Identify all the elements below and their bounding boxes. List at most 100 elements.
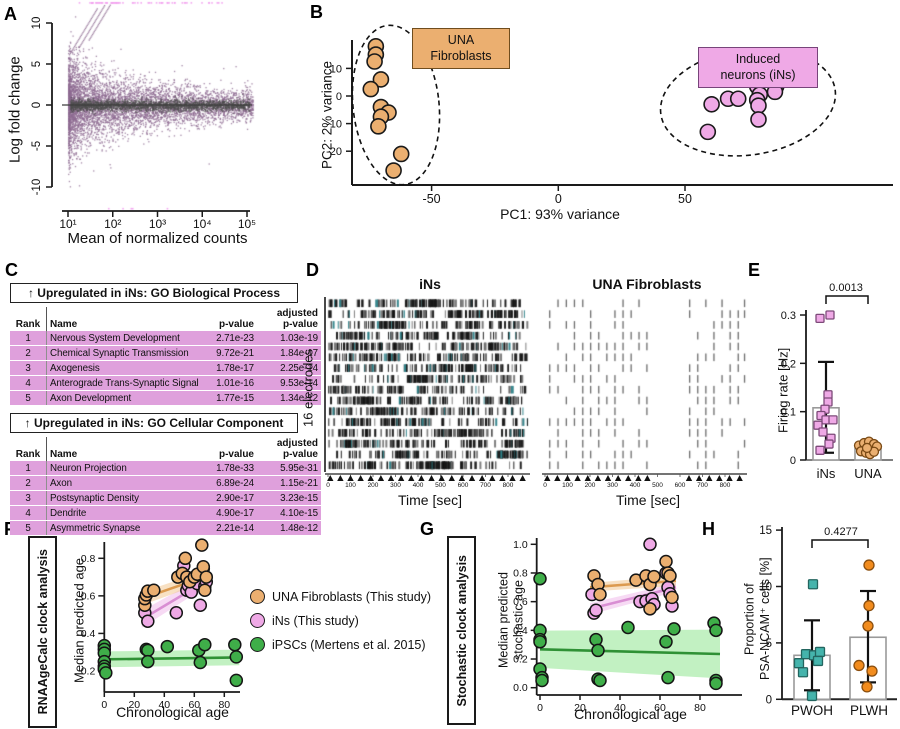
una-label-line2: Fibroblasts [430,49,492,64]
svg-text:10²: 10² [104,217,121,231]
go-table-row: 4 Dendrite 4.90e-17 4.10e-15 [10,505,321,521]
svg-text:0.6: 0.6 [81,590,96,602]
go-cell: 1.15e-21 [257,475,321,491]
svg-text:0: 0 [336,91,342,103]
svg-text:0: 0 [790,455,796,467]
go-cell: 3 [10,490,47,506]
pca-x-axis-label: PC1: 93% variance [500,206,620,222]
ins-label-line2: neurons (iNs) [720,68,796,83]
svg-text:0.4: 0.4 [81,628,96,640]
rnaagecalc-box-label: RNAAgeCalc clock analysis [28,536,57,728]
psa-ncam-group-plwh-label: PLWH [849,703,888,718]
go-cell: 1.01e-16 [199,375,257,391]
panel-g-letter: G [420,519,435,539]
svg-text:80: 80 [694,702,706,714]
go-cell: 1.34e-12 [257,390,321,406]
svg-text:400: 400 [413,482,424,489]
panel-b-letter: B [310,2,323,22]
go-col-header: Rank [10,437,47,461]
go-table-row: 2 Axon 6.89e-24 1.15e-21 [10,475,321,491]
svg-text:60: 60 [654,702,666,714]
go-cell: 1.78e-33 [199,461,257,476]
una-label-line1: UNA [447,33,475,47]
go-col-header: adjusted p-value [276,308,318,330]
go-cell: 1.78e-17 [199,360,257,376]
clock-legend: UNA Fibroblasts (This study) iNs (This s… [250,589,431,661]
go-cell: 1.48e-12 [257,520,321,536]
psa-ncam-group-pwoh-label: PWOH [791,703,833,718]
stochastic-y-axis-label-line1: Median predicted [496,572,511,669]
firing-rate-y-axis-label: Firing rate [Hz] [775,347,791,433]
svg-text:0.2: 0.2 [781,358,796,370]
panel-e-letter: E [748,260,761,280]
go-cell: 4 [10,375,47,391]
go-cell: 5 [10,520,47,536]
go-cell: Asymmetric Synapse [46,520,199,536]
legend-item-ins: iNs (This study) [250,613,431,628]
firing-rate-p-value: 0.0013 [829,282,863,294]
svg-text:50: 50 [678,192,692,206]
svg-text:15: 15 [759,525,772,537]
go-cc-table-head: Rank Name p-value adjusted p-value [10,437,321,461]
svg-text:0.0: 0.0 [513,682,528,694]
raster-y-axis-label: 16 electrodes [300,348,316,427]
psa-ncam-p-value: 0.4277 [824,526,858,538]
pca-y-axis-label: PC2: 2% variance [319,60,335,170]
firing-rate-group-una-label: UNA [854,466,882,481]
go-cell: 1.03e-19 [257,331,321,346]
svg-text:0.8: 0.8 [513,567,528,579]
go-cell: 2.25e-14 [257,360,321,376]
svg-text:200: 200 [585,482,596,489]
go-table-row: 5 Axon Development 1.77e-15 1.34e-12 [10,390,321,406]
go-cell: 2 [10,475,47,491]
go-cc-table: Rank Name p-value adjusted p-value 1 Neuron … [10,437,321,536]
svg-text:400: 400 [630,482,641,489]
svg-text:0.4: 0.4 [513,625,528,637]
ma-x-axis-label: Mean of normalized counts [67,230,248,247]
svg-text:10⁵: 10⁵ [238,217,256,231]
go-table-row: 5 Asymmetric Synapse 2.21e-14 1.48e-12 [10,520,321,536]
psa-ncam-y-axis-label-line1: Proportion of [742,583,757,655]
svg-text:80: 80 [218,699,230,711]
svg-text:100: 100 [345,482,356,489]
go-cell: Dendrite [46,505,199,521]
ins-label-line1: Induced [735,52,781,66]
svg-text:0.3: 0.3 [781,310,796,322]
go-cell: Axogenesis [46,360,199,376]
go-cell: 2.21e-14 [199,520,257,536]
svg-text:600: 600 [458,482,469,489]
svg-text:60: 60 [188,699,200,711]
svg-text:10: 10 [330,63,342,75]
ma-y-axis-label: Log fold change [6,56,24,164]
go-cell: 2.90e-17 [199,490,257,506]
go-col-header: Rank [10,307,47,331]
svg-text:20: 20 [574,702,586,714]
raster-ins-x-axis-label: Time [sec] [397,492,463,508]
rnaagecalc-y-axis-label: Median predicted age [71,557,87,683]
go-table-row: 1 Neuron Projection 1.78e-33 5.95e-31 [10,461,321,476]
stochastic-x-axis-label: Chronological age [574,706,687,722]
panel-c-letter: C [5,260,18,280]
go-bp-table-head: Rank Name p-value adjusted p-value [10,307,321,331]
go-cell: 2.71e-23 [199,331,257,346]
una-fibroblasts-cluster-label: UNA Fibroblasts [412,28,510,69]
svg-text:40: 40 [614,702,626,714]
go-cell: 1 [10,331,47,346]
svg-text:0.6: 0.6 [513,596,528,608]
svg-text:5: 5 [31,61,43,67]
go-cell: 3 [10,360,47,376]
go-bp-table-block: ↑ Upregulated in iNs: GO Biological Proc… [10,283,321,406]
legend-item-una: UNA Fibroblasts (This study) [250,589,431,604]
go-cell: 3.23e-15 [257,490,321,506]
go-cell: 6.89e-24 [199,475,257,491]
svg-text:1.0: 1.0 [513,539,528,551]
svg-text:0.1: 0.1 [781,407,796,419]
go-cell: Postsynaptic Density [46,490,199,506]
go-cell: Anterograde Trans-Synaptic Signaling [46,375,199,391]
svg-text:600: 600 [675,482,686,489]
stochastic-box-text: Stochastic clock analysis [454,554,469,707]
panel-d-letter: D [306,260,319,280]
svg-text:0.8: 0.8 [81,553,96,565]
rnaagecalc-box-text: RNAAgeCalc clock analysis [35,549,50,715]
